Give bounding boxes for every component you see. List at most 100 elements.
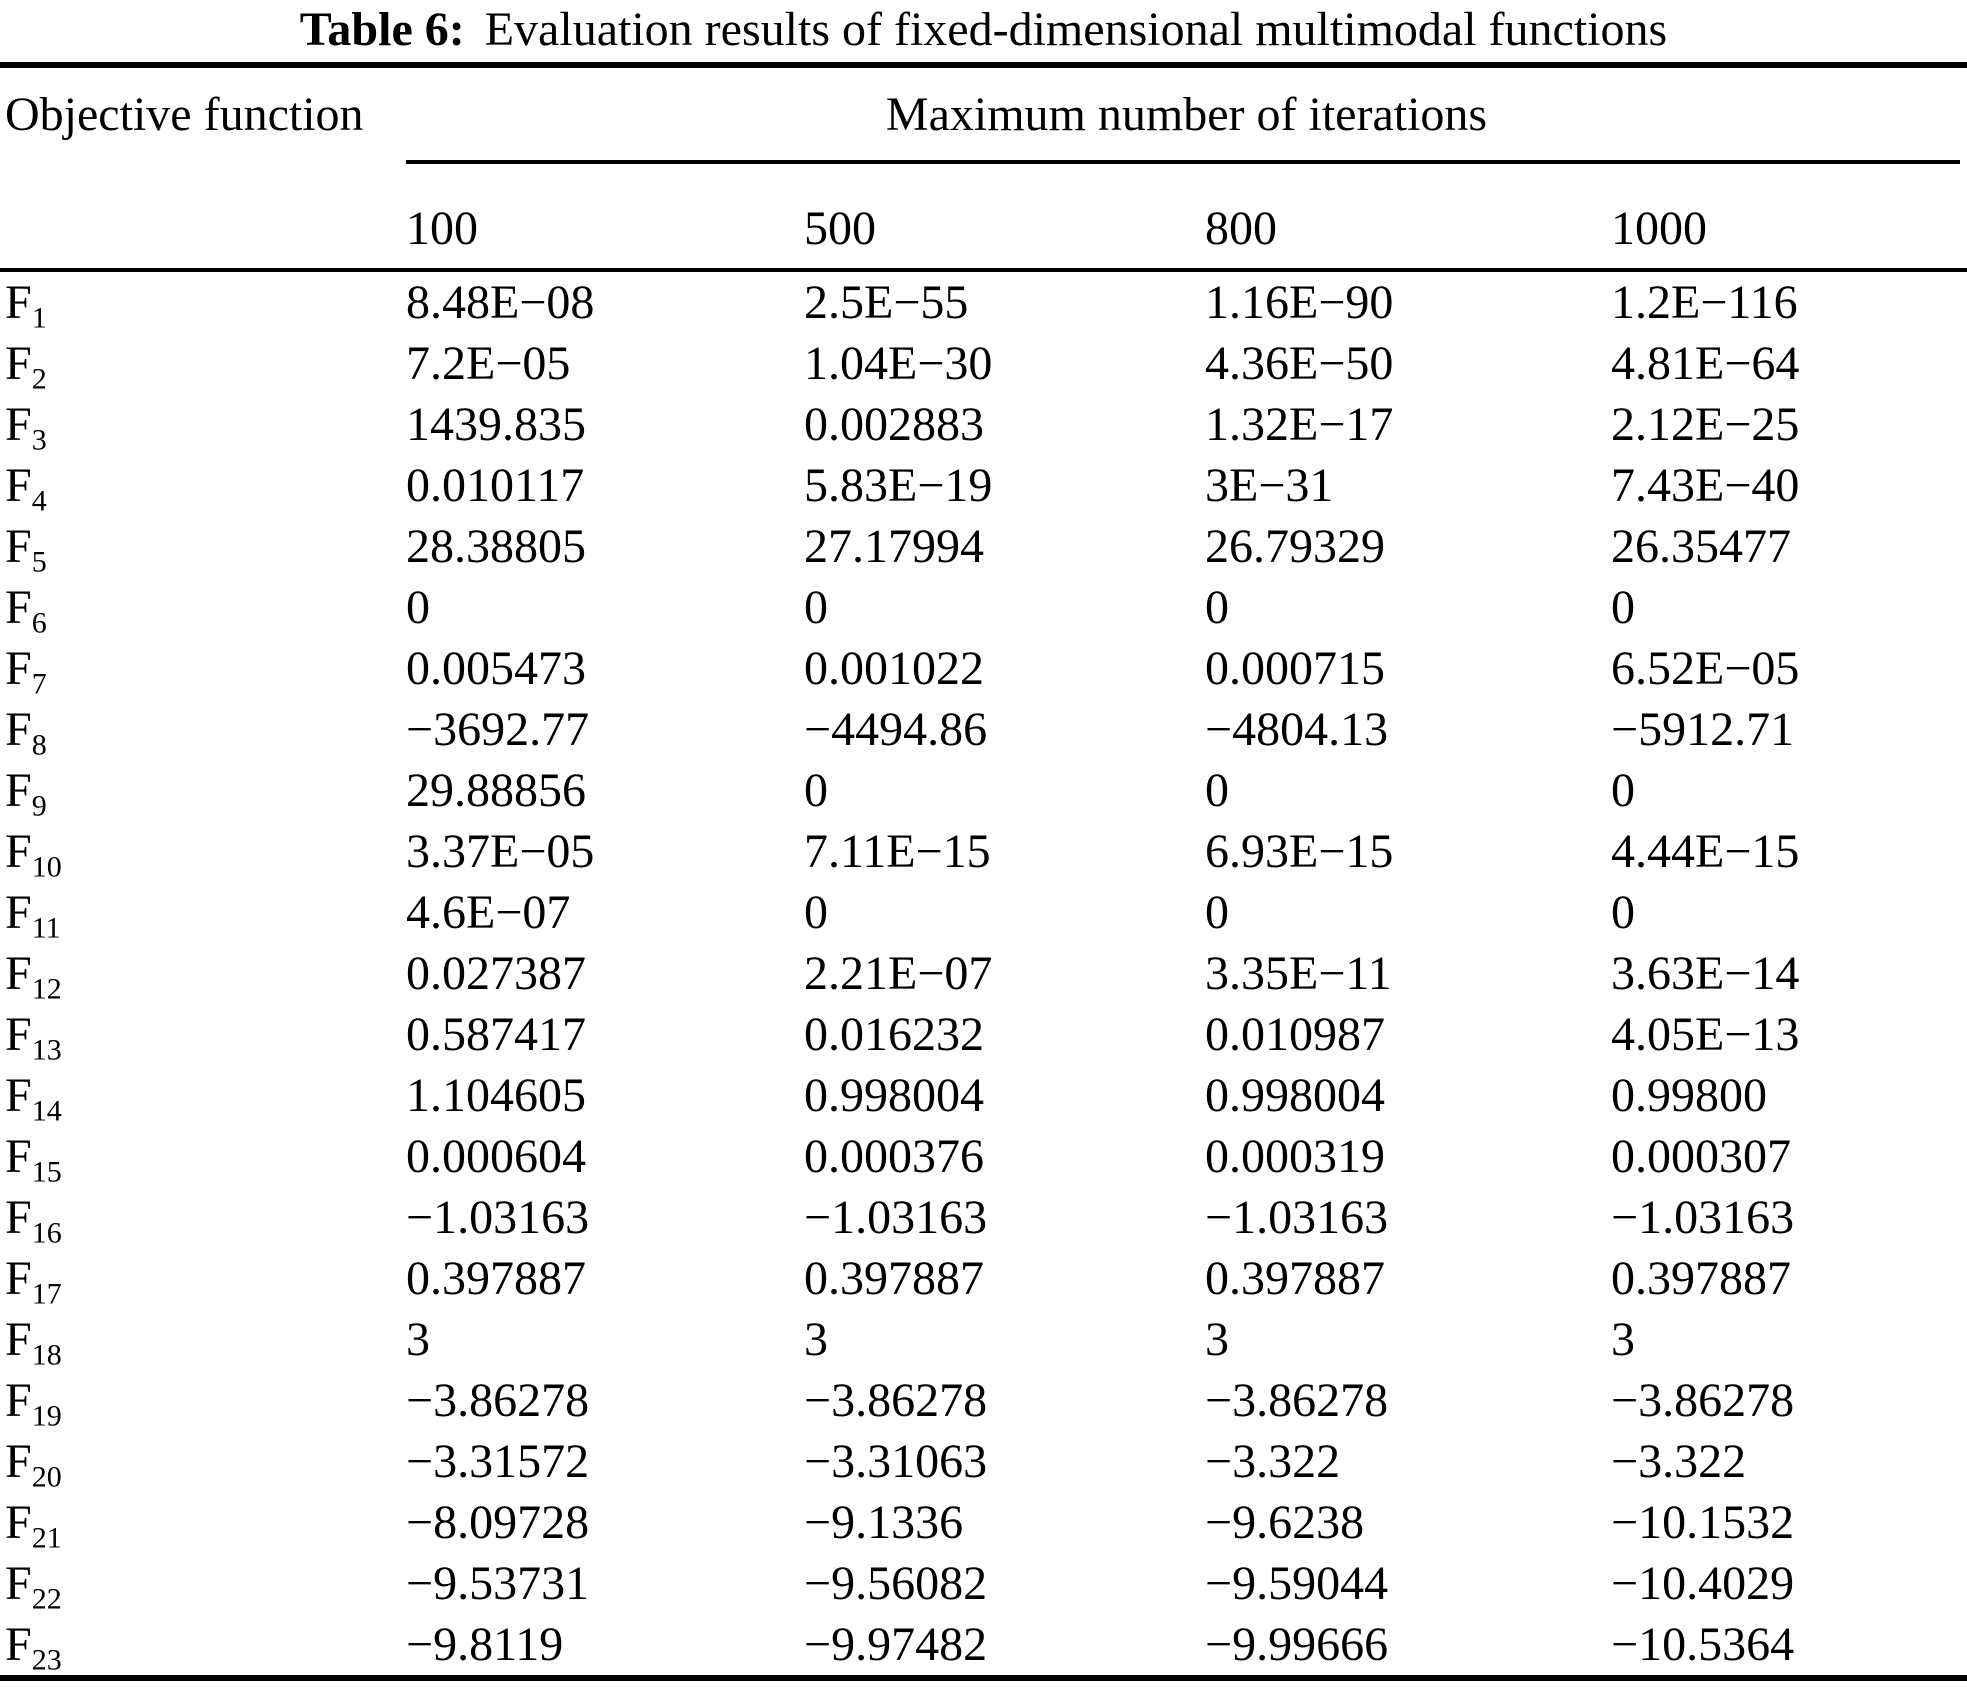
row-label: F15 <box>0 1126 406 1187</box>
cell-value: −10.1532 <box>1611 1496 1795 1549</box>
row-label: F4 <box>0 455 406 516</box>
row-label-sub: 2 <box>31 362 47 396</box>
cell-value: 0 <box>1611 764 1635 817</box>
row-label-base: F <box>5 1008 32 1061</box>
row-label-sub: 16 <box>31 1216 62 1250</box>
cell-value: 0.005473 <box>406 642 586 695</box>
row-label-sub: 8 <box>31 728 47 762</box>
cell-value: 0.397887 <box>406 1252 586 1305</box>
table-row: F3 1439.835 0.002883 1.32E−17 2.12E−25 <box>0 394 1967 455</box>
cell-value: 1.104605 <box>406 1069 586 1122</box>
cell-value: 0.998004 <box>1205 1069 1385 1122</box>
table-row: F13 0.587417 0.016232 0.010987 4.05E−13 <box>0 1004 1967 1065</box>
row-label-sub: 14 <box>31 1094 62 1128</box>
row-label-sub: 9 <box>31 789 47 823</box>
row-label-sub: 4 <box>31 484 47 518</box>
cell-value: 0.000307 <box>1611 1130 1791 1183</box>
cell-value: 0 <box>406 581 430 634</box>
cell-value: 0.002883 <box>804 398 984 451</box>
table-row: F17 0.397887 0.397887 0.397887 0.397887 <box>0 1248 1967 1309</box>
row-label-base: F <box>5 398 32 451</box>
cell-value: 2.21E−07 <box>804 947 993 1000</box>
cell-value: 3 <box>1205 1313 1229 1366</box>
table-row: F20 −3.31572 −3.31063 −3.322 −3.322 <box>0 1431 1967 1492</box>
row-label: F5 <box>0 516 406 577</box>
row-label-base: F <box>5 1252 32 1305</box>
table-row: F1 8.48E−08 2.5E−55 1.16E−90 1.2E−116 <box>0 272 1967 333</box>
cell-value: 0.998004 <box>804 1069 984 1122</box>
column-group-header-iterations: Maximum number of iterations <box>885 87 1488 141</box>
table-caption-label: Table 6: <box>299 3 465 56</box>
cell-value: −9.97482 <box>804 1618 988 1671</box>
cell-value: 0.016232 <box>804 1008 984 1061</box>
cell-value: 3 <box>1611 1313 1635 1366</box>
row-label-base: F <box>5 459 32 512</box>
table-row: F6 0 0 0 0 <box>0 577 1967 638</box>
cell-value: 0.397887 <box>1611 1252 1791 1305</box>
cell-value: 0.000376 <box>804 1130 984 1183</box>
cell-value: 4.6E−07 <box>406 886 571 939</box>
cell-value: 7.2E−05 <box>406 337 571 390</box>
cell-value: 6.93E−15 <box>1205 825 1394 878</box>
cell-value: −9.99666 <box>1205 1618 1389 1671</box>
cell-value: 0.010117 <box>406 459 585 512</box>
row-label-base: F <box>5 1374 32 1427</box>
cell-value: 0 <box>804 764 828 817</box>
cell-value: 0 <box>804 886 828 939</box>
cell-value: 1.16E−90 <box>1205 276 1394 329</box>
row-label: F16 <box>0 1187 406 1248</box>
row-label-sub: 7 <box>31 667 47 701</box>
cell-value: −1.03163 <box>1611 1191 1795 1244</box>
row-label-sub: 19 <box>31 1399 62 1433</box>
cell-value: 0.000319 <box>1205 1130 1385 1183</box>
cell-value: 4.44E−15 <box>1611 825 1800 878</box>
cell-value: 26.35477 <box>1611 520 1791 573</box>
cell-value: 3 <box>406 1313 430 1366</box>
table-row: F18 3 3 3 3 <box>0 1309 1967 1370</box>
table-row: F8 −3692.77 −4494.86 −4804.13 −5912.71 <box>0 699 1967 760</box>
table-caption-text: Evaluation results of fixed-dimensional … <box>484 3 1668 56</box>
table-row: F2 7.2E−05 1.04E−30 4.36E−50 4.81E−64 <box>0 333 1967 394</box>
cell-value: 0.000715 <box>1205 642 1385 695</box>
cell-value: −3.86278 <box>406 1374 590 1427</box>
column-header-100: 100 <box>406 202 478 255</box>
row-label: F6 <box>0 577 406 638</box>
cell-value: −1.03163 <box>804 1191 988 1244</box>
cell-value: 2.5E−55 <box>804 276 969 329</box>
row-label: F8 <box>0 699 406 760</box>
row-label: F17 <box>0 1248 406 1309</box>
row-label-sub: 10 <box>31 850 62 884</box>
header-row: Objective function Maximum number of ite… <box>0 68 1967 160</box>
cell-value: −9.59044 <box>1205 1557 1389 1610</box>
row-label-base: F <box>5 703 32 756</box>
cell-value: −5912.71 <box>1611 703 1795 756</box>
cell-value: −1.03163 <box>406 1191 590 1244</box>
row-label-sub: 12 <box>31 972 62 1006</box>
cell-value: 0 <box>1611 886 1635 939</box>
cell-value: 0 <box>804 581 828 634</box>
table-body: F1 8.48E−08 2.5E−55 1.16E−90 1.2E−116 F2… <box>0 272 1967 1675</box>
cell-value: −3692.77 <box>406 703 590 756</box>
row-label: F9 <box>0 760 406 821</box>
table-row: F14 1.104605 0.998004 0.998004 0.99800 <box>0 1065 1967 1126</box>
table-row: F4 0.010117 5.83E−19 3E−31 7.43E−40 <box>0 455 1967 516</box>
row-label: F7 <box>0 638 406 699</box>
row-label-sub: 23 <box>31 1643 62 1677</box>
cell-value: −10.4029 <box>1611 1557 1795 1610</box>
row-label-base: F <box>5 1435 32 1488</box>
cell-value: 0.587417 <box>406 1008 586 1061</box>
cell-value: −9.8119 <box>406 1618 564 1671</box>
cell-value: 7.43E−40 <box>1611 459 1800 512</box>
row-label-sub: 5 <box>31 545 47 579</box>
iteration-columns-row: 100 500 800 1000 <box>0 164 1967 268</box>
row-label-sub: 1 <box>31 301 47 335</box>
row-label: F14 <box>0 1065 406 1126</box>
header-body-rule <box>0 268 1967 272</box>
row-label-base: F <box>5 947 32 1000</box>
cell-value: −3.86278 <box>1205 1374 1389 1427</box>
cell-value: 0 <box>1205 886 1229 939</box>
cell-value: 28.38805 <box>406 520 586 573</box>
cell-value: −4804.13 <box>1205 703 1389 756</box>
cell-value: 7.11E−15 <box>804 825 991 878</box>
